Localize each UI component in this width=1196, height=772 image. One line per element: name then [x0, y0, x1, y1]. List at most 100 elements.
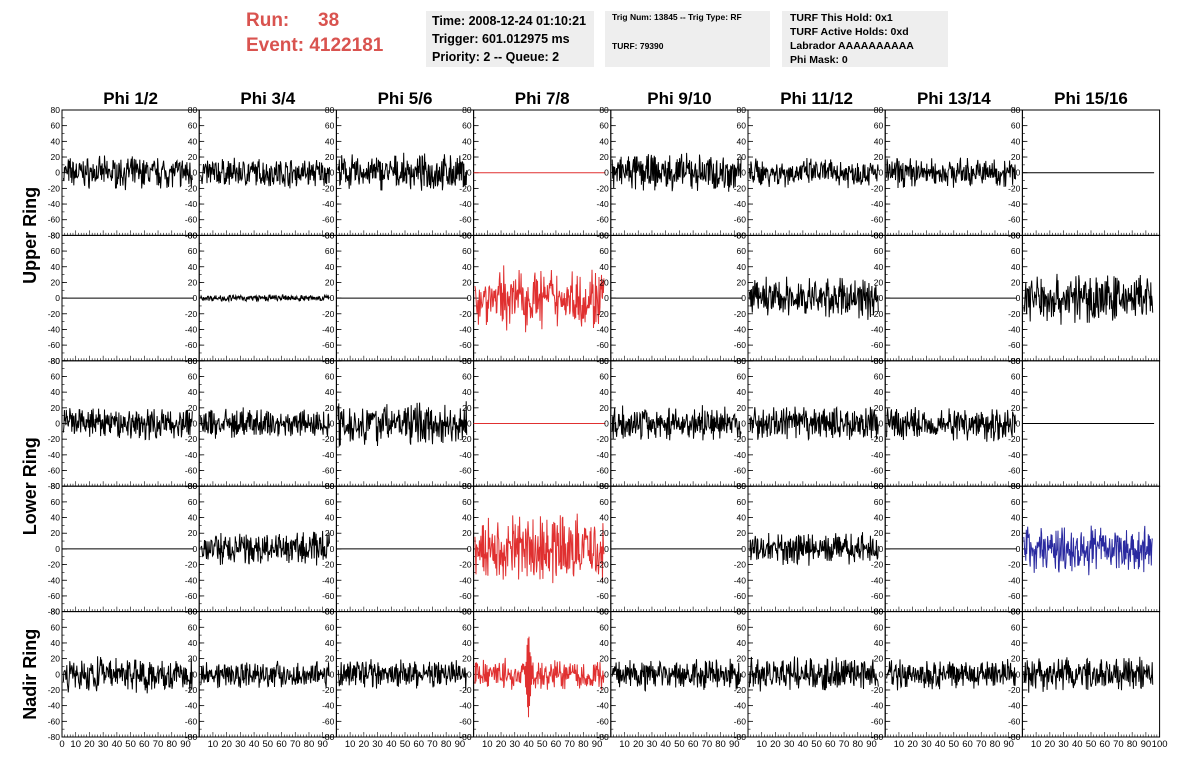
y-tick-label: 80: [51, 481, 61, 491]
y-tick-label: 0: [604, 293, 609, 303]
y-tick-label: -20: [322, 560, 335, 570]
y-tick-label: 60: [1011, 371, 1021, 381]
x-tick-label: 80: [1127, 739, 1138, 750]
x-tick-label: 30: [784, 739, 795, 750]
y-tick-label: 80: [599, 356, 609, 366]
y-tick-label: 20: [325, 654, 335, 664]
y-tick-label: -20: [1008, 560, 1021, 570]
y-tick-label: 80: [188, 607, 198, 617]
x-tick-label: 50: [125, 739, 136, 750]
y-tick-label: 60: [325, 246, 335, 256]
trigger-text: Trigger: 601.012975 ms: [432, 32, 570, 46]
y-tick-label: -60: [48, 215, 61, 225]
x-tick-label: 20: [221, 739, 232, 750]
waveform-trace: [886, 407, 1016, 442]
x-tick-label: 30: [235, 739, 246, 750]
y-tick-label: 40: [325, 262, 335, 272]
y-tick-label: 20: [874, 654, 884, 664]
y-tick-label: 80: [1011, 607, 1021, 617]
y-tick-label: -80: [459, 732, 472, 742]
y-tick-label: 20: [1011, 528, 1021, 538]
y-tick-label: 20: [737, 528, 747, 538]
y-tick-label: -40: [48, 199, 61, 209]
y-tick-label: -60: [871, 340, 884, 350]
y-tick-label: -60: [459, 340, 472, 350]
waveform-trace: [748, 276, 879, 320]
y-tick-label: 20: [188, 528, 198, 538]
x-tick-label: 30: [98, 739, 109, 750]
y-tick-label: -40: [597, 324, 610, 334]
y-tick-label: 60: [599, 246, 609, 256]
y-tick-label: -60: [322, 466, 335, 476]
y-tick-label: -20: [185, 309, 198, 319]
y-tick-label: -20: [322, 183, 335, 193]
x-tick-label: 30: [1058, 739, 1069, 750]
y-tick-label: 60: [51, 246, 61, 256]
y-tick-label: -40: [871, 450, 884, 460]
x-tick-label: 60: [276, 739, 287, 750]
y-tick-label: 60: [874, 121, 884, 131]
y-tick-label: 60: [325, 371, 335, 381]
x-tick-label: 20: [907, 739, 918, 750]
waveform-trace: [749, 532, 879, 566]
y-tick-label: 60: [462, 246, 472, 256]
y-tick-label: 80: [874, 230, 884, 240]
y-tick-label: -20: [185, 560, 198, 570]
y-tick-label: 0: [330, 544, 335, 554]
y-tick-label: -40: [48, 575, 61, 585]
event-label: Event:: [246, 35, 305, 56]
waveform-trace: [200, 157, 330, 189]
y-tick-label: 40: [874, 262, 884, 272]
y-tick-label: -20: [871, 309, 884, 319]
y-tick-label: 60: [188, 121, 198, 131]
y-tick-label: 20: [599, 152, 609, 162]
y-tick-label: -60: [871, 215, 884, 225]
y-tick-label: 40: [325, 513, 335, 523]
y-tick-label: -40: [1008, 575, 1021, 585]
y-tick-label: -60: [597, 215, 610, 225]
y-tick-label: -40: [871, 199, 884, 209]
y-tick-label: -20: [597, 309, 610, 319]
y-tick-label: -60: [871, 591, 884, 601]
waveform-trace: [62, 155, 193, 191]
y-tick-label: 0: [467, 168, 472, 178]
y-tick-label: -20: [734, 434, 747, 444]
y-tick-label: -40: [597, 575, 610, 585]
x-tick-label: 70: [290, 739, 301, 750]
y-tick-label: -80: [48, 607, 61, 617]
y-tick-label: -40: [597, 701, 610, 711]
x-tick-label: 20: [496, 739, 507, 750]
y-tick-label: 80: [874, 105, 884, 115]
y-tick-label: 40: [462, 262, 472, 272]
y-tick-label: 40: [874, 638, 884, 648]
y-tick-label: 0: [878, 168, 883, 178]
y-tick-label: -60: [459, 215, 472, 225]
y-tick-label: 80: [462, 230, 472, 240]
y-tick-label: 0: [604, 419, 609, 429]
x-tick-label: 90: [866, 739, 877, 750]
x-tick-label: 20: [84, 739, 95, 750]
x-tick-label: 10: [1031, 739, 1042, 750]
waveform-trace: [337, 401, 468, 447]
y-tick-label: 60: [599, 497, 609, 507]
y-tick-label: 0: [330, 419, 335, 429]
y-tick-label: 80: [325, 230, 335, 240]
y-tick-label: 60: [188, 497, 198, 507]
x-tick-label: 50: [674, 739, 685, 750]
y-tick-label: 20: [1011, 403, 1021, 413]
y-tick-label: 20: [188, 277, 198, 287]
y-tick-label: 80: [874, 356, 884, 366]
x-tick-label: 70: [839, 739, 850, 750]
run-event-box: Run: 38 Event: 4122181: [246, 8, 418, 68]
y-tick-label: -20: [597, 183, 610, 193]
phi-mask-text: Phi Mask: 0: [790, 54, 848, 66]
x-tick-label: 10: [70, 739, 81, 750]
x-tick-label: 70: [1113, 739, 1124, 750]
y-tick-label: -20: [871, 685, 884, 695]
y-tick-label: 0: [55, 168, 60, 178]
x-tick-label: 80: [166, 739, 177, 750]
y-tick-label: 40: [599, 638, 609, 648]
x-tick-label: 60: [825, 739, 836, 750]
y-tick-label: -20: [734, 560, 747, 570]
